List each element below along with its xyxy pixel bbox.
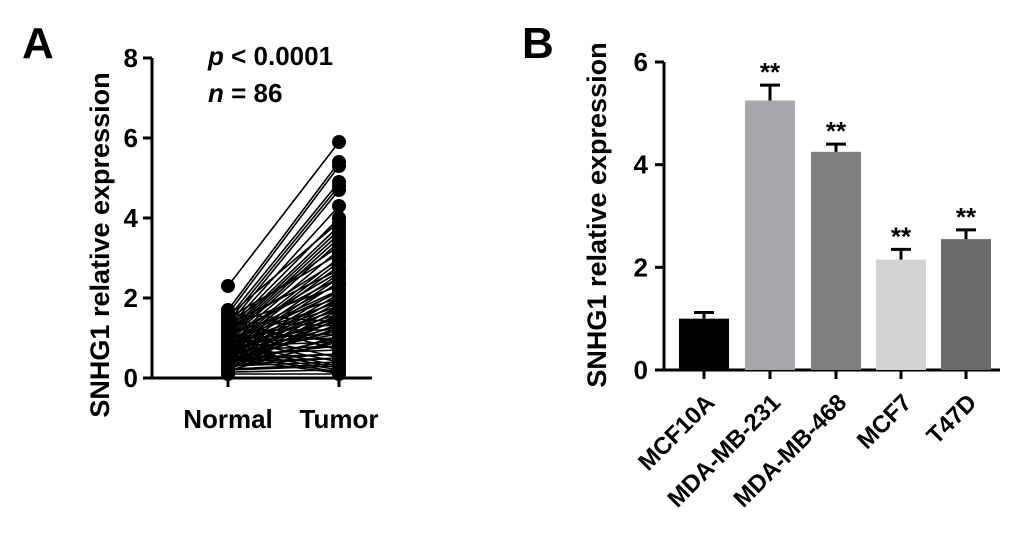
- p-symbol: p: [207, 41, 224, 71]
- panel-a: A SNHG1 relative expression 0 2 4 6 8 Normal…: [22, 19, 378, 434]
- panel-a-point-tumor: [332, 199, 346, 213]
- panel-a-pair-line: [227, 335, 340, 368]
- panel-a-y-axis-title: SNHG1 relative expression: [85, 72, 115, 417]
- panel-a-point-normal: [221, 279, 235, 293]
- n-value: = 86: [224, 78, 283, 108]
- panel-a-pair-line: [227, 299, 340, 350]
- panel-a-pair-line: [227, 189, 340, 327]
- p-value: < 0.0001: [224, 41, 333, 71]
- panel-b-y-tick-label: 4: [634, 150, 649, 180]
- panel-a-pair-line: [227, 289, 340, 342]
- panel-b-x-tick-label: MCF7: [852, 389, 917, 454]
- panel-a-x-tick-label: Normal: [183, 404, 273, 434]
- panel-b-significance-mark: **: [956, 202, 977, 232]
- panel-a-pair-line: [227, 283, 340, 342]
- panel-a-pair-line: [227, 269, 340, 325]
- panel-a-pair-line: [227, 141, 340, 287]
- panel-b-y-tick-label: 2: [634, 252, 648, 282]
- panel-a-point-tumor: [332, 215, 346, 229]
- panel-a-points: [221, 135, 346, 381]
- panel-a-x-labels: Normal Tumor: [183, 378, 378, 434]
- panel-a-pair-line: [227, 245, 340, 325]
- panel-a-pair-line: [227, 315, 340, 358]
- panel-b-bar: [679, 318, 729, 370]
- panel-a-pair-line: [227, 338, 340, 363]
- panel-a-p-annotation: p < 0.0001: [207, 41, 333, 71]
- panel-a-pair-line: [227, 229, 340, 335]
- panel-b-significance-mark: **: [891, 221, 912, 251]
- panel-a-pair-line: [227, 357, 340, 366]
- panel-a-point-tumor: [332, 239, 346, 253]
- panel-a-point-tumor: [332, 333, 346, 347]
- panel-a-pair-line: [227, 323, 340, 366]
- panel-a-y-tick-label: 4: [124, 203, 139, 233]
- panel-b-y-ticks: 0 2 4 6: [634, 47, 664, 385]
- panel-a-y-ticks: 0 2 4 6 8: [124, 43, 152, 393]
- panel-b-x-tick-label: MDA-MB-468: [728, 389, 852, 513]
- panel-a-pair-line: [227, 339, 340, 372]
- panel-b-bar: [876, 259, 926, 370]
- panel-a-letter: A: [22, 19, 54, 68]
- panel-b-significance: ** ** ** **: [760, 57, 977, 251]
- panel-b-x-tick-label: T47D: [922, 389, 983, 450]
- panel-a-point-tumor: [332, 265, 346, 279]
- panel-a-pair-line: [227, 271, 340, 338]
- panel-a-pair-line: [227, 221, 340, 317]
- panel-a-pair-line: [227, 161, 340, 311]
- panel-a-x-tick-label: Tumor: [300, 404, 379, 434]
- panel-b-bar: [811, 151, 861, 370]
- panel-a-y-tick-label: 2: [124, 283, 138, 313]
- panel-a-pair-line: [227, 165, 340, 315]
- panel-b-bar: [745, 100, 795, 370]
- panel-a-pair-lines: [227, 141, 340, 375]
- panel-b-bars: [679, 100, 991, 370]
- panel-a-y-tick-label: 8: [124, 43, 138, 73]
- panel-a-pair-line: [227, 253, 340, 319]
- panel-a-point-normal: [221, 357, 235, 372]
- panel-a-point-tumor: [332, 135, 346, 149]
- panel-a-point-tumor: [332, 183, 346, 197]
- panel-a-pair-line: [227, 307, 340, 354]
- panel-a-pair-line: [227, 181, 340, 319]
- panel-b-significance-mark: **: [760, 57, 781, 87]
- n-symbol: n: [208, 78, 224, 108]
- panel-b-bar: [941, 239, 991, 370]
- panel-a-point-tumor: [332, 366, 346, 381]
- panel-a-pair-line: [227, 259, 340, 332]
- panel-b-y-axis-title: SNHG1 relative expression: [582, 42, 612, 387]
- panel-b-significance-mark: **: [826, 116, 847, 146]
- panel-a-y-tick-label: 6: [124, 123, 138, 153]
- panel-b-x-tick-label: MDA-MB-231: [662, 389, 786, 513]
- panel-a-y-tick-label: 0: [124, 363, 138, 393]
- panel-a-pair-line: [227, 342, 340, 367]
- panel-a-pair-line: [227, 205, 340, 329]
- panel-a-pair-line: [227, 327, 340, 364]
- panel-a-pair-line: [227, 291, 340, 346]
- panel-b-letter: B: [522, 19, 554, 68]
- panel-b-y-tick-label: 0: [634, 355, 648, 385]
- panel-b-y-tick-label: 6: [634, 47, 648, 77]
- panel-a-point-tumor: [332, 317, 346, 331]
- panel-b-error-bars: [694, 83, 976, 319]
- panel-a-n-annotation: n = 86: [208, 78, 282, 108]
- panel-a-pair-line: [227, 237, 340, 339]
- panel-a-pair-line: [227, 319, 340, 362]
- panel-a-point-tumor: [332, 253, 346, 267]
- panel-a-pair-line: [227, 327, 340, 343]
- panel-a-point-tumor: [332, 159, 346, 173]
